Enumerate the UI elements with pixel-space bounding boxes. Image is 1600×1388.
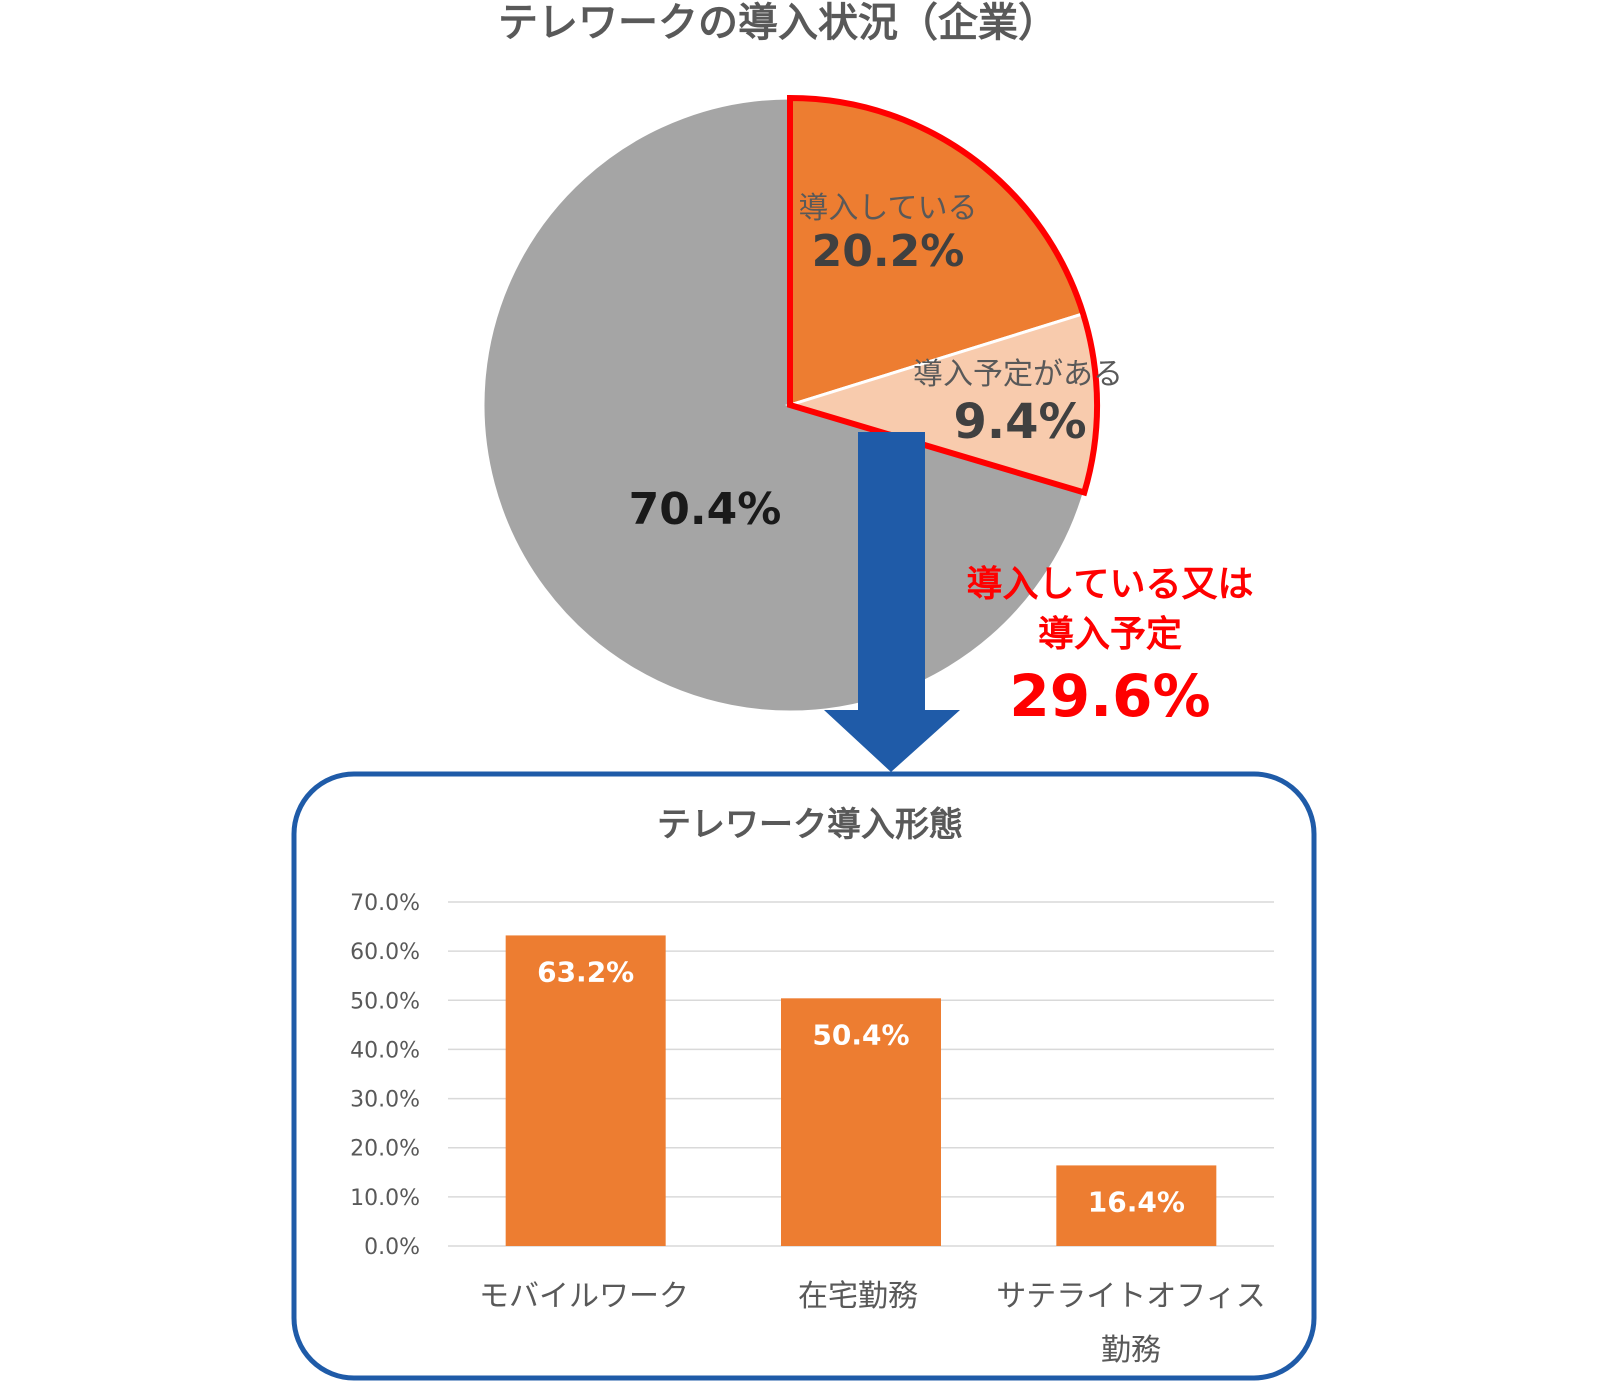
y-tick-label: 0.0% <box>364 1235 420 1260</box>
y-tick-label: 40.0% <box>350 1038 420 1063</box>
bar <box>505 935 666 1246</box>
bar <box>1056 1165 1217 1246</box>
pie-value-other: 70.4% <box>629 484 782 535</box>
pie-chart <box>481 94 1100 714</box>
y-tick-label: 10.0% <box>350 1186 420 1211</box>
summary-value: 29.6% <box>1009 662 1210 730</box>
pie-title: テレワークの導入状況（企業） <box>498 0 1058 46</box>
bar-value-label: 63.2% <box>537 955 634 988</box>
pie-label-planned: 導入予定がある <box>913 357 1123 392</box>
bar <box>781 998 941 1246</box>
pie-label-implemented: 導入している <box>798 191 977 226</box>
y-tick-label: 60.0% <box>350 940 420 965</box>
pie-value-implemented: 20.2% <box>812 226 965 277</box>
summary-line2: 導入予定 <box>1038 614 1182 655</box>
x-label-satellite-line1: サテライトオフィス <box>996 1279 1265 1314</box>
bar-data-labels: 63.2% 50.4% 16.4% <box>537 955 1185 1218</box>
y-tick-label: 30.0% <box>350 1088 420 1113</box>
y-tick-label: 50.0% <box>350 989 420 1014</box>
pie-value-planned: 9.4% <box>953 394 1086 450</box>
pie-highlight-outline <box>787 94 1100 497</box>
bar-value-label: 50.4% <box>812 1018 909 1051</box>
y-tick-label: 70.0% <box>350 891 420 916</box>
bar-value-label: 16.4% <box>1088 1185 1185 1218</box>
y-tick-label: 20.0% <box>350 1137 420 1162</box>
pie-slice-other <box>481 96 1087 714</box>
x-label-mobile: モバイルワーク <box>479 1279 689 1314</box>
x-label-home: 在宅勤務 <box>798 1279 918 1314</box>
bar-series <box>505 935 1217 1246</box>
summary-line1: 導入している又は <box>967 564 1254 605</box>
down-arrow <box>824 432 960 772</box>
bar-title: テレワーク導入形態 <box>657 805 963 845</box>
x-label-satellite-line2: 勤務 <box>1101 1333 1161 1368</box>
bar-y-axis: 0.0% 10.0% 20.0% 30.0% 40.0% 50.0% 60.0% 70.0% <box>350 891 420 1260</box>
